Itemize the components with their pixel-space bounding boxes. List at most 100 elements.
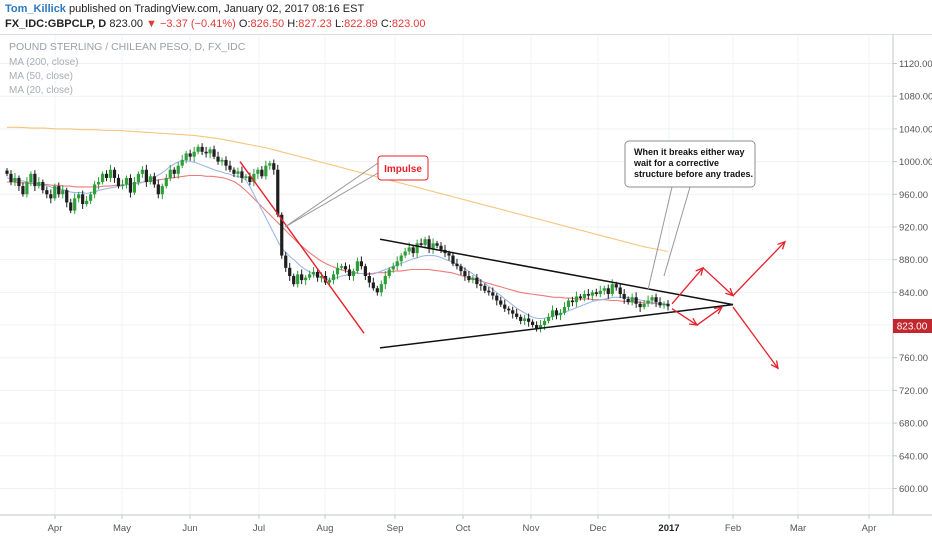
- candle-body: [542, 320, 547, 326]
- candle-body: [531, 321, 535, 326]
- x-tick-label: Feb: [725, 523, 741, 534]
- candle-body: [196, 146, 200, 152]
- candle-body: [57, 186, 61, 195]
- candle-body: [81, 194, 85, 205]
- candle-body: [538, 325, 543, 329]
- triangle-upper-line: [379, 238, 734, 306]
- down-triangle-icon: ▼: [146, 18, 157, 30]
- y-tick-label: 720.00: [899, 386, 928, 397]
- candle-body: [415, 243, 419, 254]
- candle-body: [503, 304, 507, 309]
- candle-body: [304, 277, 308, 281]
- candle-body: [192, 151, 196, 157]
- y-tick-label: 1040.00: [899, 124, 932, 135]
- candle-body: [49, 194, 53, 199]
- y-tick-label: 640.00: [899, 451, 928, 462]
- candle-body: [662, 303, 666, 306]
- candle-body: [252, 173, 256, 183]
- candle-body: [5, 170, 9, 174]
- candle-body: [120, 184, 125, 187]
- candle-body: [590, 292, 594, 296]
- x-tick-label: Mar: [790, 523, 806, 534]
- candle-body: [407, 247, 411, 252]
- impulse-pointer-2: [284, 162, 379, 228]
- candle-body: [495, 295, 499, 301]
- open-value: 826.50: [250, 18, 285, 30]
- candle-body: [391, 266, 395, 270]
- candle-body: [427, 239, 431, 250]
- y-tick-label: 760.00: [899, 353, 928, 364]
- plot-area: [0, 35, 893, 515]
- note-line-2: wait for a corrective: [633, 158, 719, 168]
- close-label: C:: [380, 18, 392, 30]
- arrow-down-3-head: [770, 360, 779, 370]
- arrow-down-1: [671, 308, 698, 326]
- candle-body: [594, 292, 598, 294]
- candle-body: [515, 313, 519, 317]
- note-box: [624, 140, 756, 188]
- y-tick-label: 1000.00: [899, 157, 932, 168]
- time-axis[interactable]: Apr May Jun Jul Aug Sep Oct Nov Dec 2017 Feb Mar Apr: [48, 515, 877, 534]
- candle-body: [204, 151, 208, 154]
- candle-body: [578, 296, 582, 299]
- candle-body: [41, 182, 45, 191]
- ma-200-line: [7, 126, 669, 253]
- price-chart[interactable]: 600.00640.00680.00720.00760.00800.00840.…: [0, 35, 932, 550]
- x-tick-label: Apr: [48, 523, 63, 534]
- ma-200-path: [7, 126, 669, 253]
- candle-body: [73, 198, 77, 211]
- x-tick-label: Jul: [253, 523, 265, 534]
- candle-body: [260, 169, 264, 177]
- candle-body: [144, 169, 148, 183]
- y-tick-label: 680.00: [899, 419, 928, 430]
- candle-body: [367, 276, 371, 283]
- candle-body: [216, 156, 220, 162]
- ohlc-line: FX_IDC:GBPCLP, D 823.00 ▼ −3.37 (−0.41%)…: [5, 18, 426, 30]
- x-tick-label: Jun: [182, 523, 197, 534]
- candle-body: [566, 300, 571, 308]
- candle-body: [300, 274, 304, 281]
- x-tick-label: Dec: [590, 523, 607, 534]
- impulse-callout[interactable]: Impulse: [377, 155, 429, 181]
- legend-title: POUND STERLING / CHILEAN PESO, D, FX_IDC: [9, 41, 246, 53]
- candle-body: [403, 251, 407, 256]
- x-tick-label: Oct: [456, 523, 471, 534]
- candle-body: [523, 318, 527, 321]
- note-line-1: When it breaks either way: [634, 147, 745, 157]
- candle-body: [475, 277, 479, 285]
- open-label: O:: [238, 18, 251, 30]
- candle-body: [33, 173, 37, 187]
- note-callout[interactable]: When it breaks either way wait for a cor…: [624, 140, 756, 188]
- note-line-3: structure before any trades.: [634, 169, 753, 179]
- y-tick-label: 1120.00: [899, 59, 932, 70]
- note-pointer-2: [663, 186, 691, 277]
- candle-body: [112, 169, 117, 178]
- candle-body: [140, 169, 144, 174]
- candle-body: [315, 271, 320, 278]
- impulse-box: [377, 155, 429, 181]
- candle-body: [180, 159, 184, 166]
- candle-body: [658, 302, 662, 306]
- candle-body: [343, 266, 348, 270]
- low-label: L:: [334, 18, 345, 30]
- price-axis[interactable]: 600.00640.00680.00720.00760.00800.00840.…: [893, 59, 932, 495]
- impulse-line: [239, 161, 365, 334]
- x-tick-label: May: [113, 523, 131, 534]
- author-link[interactable]: Tom_Killick: [5, 3, 66, 15]
- arrow-up-1: [671, 267, 704, 305]
- y-tick-label: 880.00: [899, 255, 928, 266]
- candle-body: [77, 194, 81, 199]
- candle-body: [371, 282, 375, 289]
- candle-body: [100, 173, 105, 183]
- candle-body: [602, 288, 606, 291]
- candle-body: [467, 276, 471, 281]
- candle-body: [212, 149, 216, 157]
- candle-body: [296, 274, 300, 285]
- candle-body: [208, 149, 212, 154]
- x-tick-label: 2017: [658, 523, 679, 534]
- candle-body: [654, 297, 658, 303]
- candle-body: [284, 255, 288, 268]
- candle-body: [21, 186, 25, 195]
- candle-body: [634, 297, 638, 304]
- candle-body: [25, 182, 29, 195]
